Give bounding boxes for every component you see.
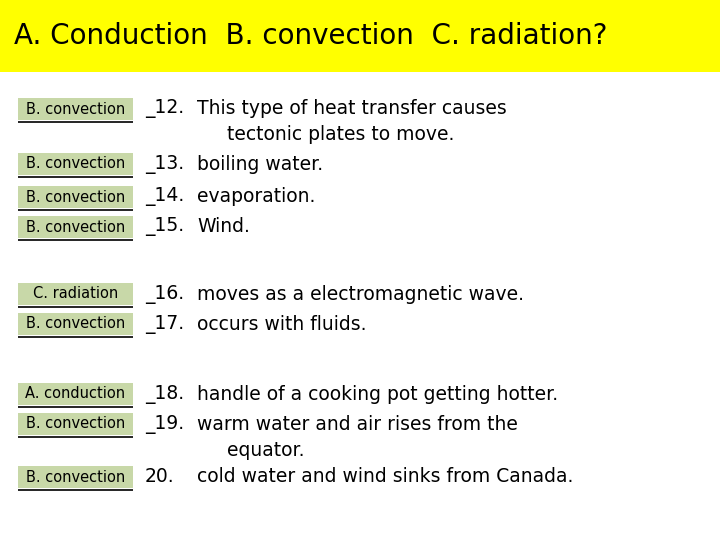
Bar xyxy=(18,313,133,335)
Bar xyxy=(18,216,133,238)
Text: _12.: _12. xyxy=(145,99,184,118)
Text: B. convection: B. convection xyxy=(26,219,125,234)
Text: B. convection: B. convection xyxy=(26,316,125,332)
Text: warm water and air rises from the: warm water and air rises from the xyxy=(197,415,518,434)
Text: Wind.: Wind. xyxy=(197,218,250,237)
Text: A. conduction: A. conduction xyxy=(25,387,125,402)
Text: This type of heat transfer causes: This type of heat transfer causes xyxy=(197,99,507,118)
Bar xyxy=(18,383,133,405)
Text: occurs with fluids.: occurs with fluids. xyxy=(197,314,366,334)
Text: handle of a cooking pot getting hotter.: handle of a cooking pot getting hotter. xyxy=(197,384,558,403)
Text: A. Conduction  B. convection  C. radiation?: A. Conduction B. convection C. radiation… xyxy=(14,22,608,50)
Text: _17.: _17. xyxy=(145,314,184,334)
Text: B. convection: B. convection xyxy=(26,469,125,484)
Text: _18.: _18. xyxy=(145,384,184,403)
Text: evaporation.: evaporation. xyxy=(197,187,315,206)
Bar xyxy=(18,283,133,305)
Text: _13.: _13. xyxy=(145,154,184,173)
Text: tectonic plates to move.: tectonic plates to move. xyxy=(197,125,454,145)
Bar xyxy=(18,153,133,175)
Text: _16.: _16. xyxy=(145,285,184,303)
Text: B. convection: B. convection xyxy=(26,190,125,205)
Bar xyxy=(18,186,133,208)
Text: moves as a electromagnetic wave.: moves as a electromagnetic wave. xyxy=(197,285,524,303)
Bar xyxy=(18,466,133,488)
Text: cold water and wind sinks from Canada.: cold water and wind sinks from Canada. xyxy=(197,468,573,487)
Text: C. radiation: C. radiation xyxy=(33,287,118,301)
Text: equator.: equator. xyxy=(197,441,305,460)
Bar xyxy=(18,413,133,435)
Text: _19.: _19. xyxy=(145,415,184,434)
Text: B. convection: B. convection xyxy=(26,102,125,117)
Text: B. convection: B. convection xyxy=(26,416,125,431)
Text: _14.: _14. xyxy=(145,187,184,206)
Text: 20.: 20. xyxy=(145,468,175,487)
Text: B. convection: B. convection xyxy=(26,157,125,172)
Bar xyxy=(0,0,720,72)
Text: _15.: _15. xyxy=(145,218,184,237)
Bar xyxy=(18,98,133,120)
Text: boiling water.: boiling water. xyxy=(197,154,323,173)
